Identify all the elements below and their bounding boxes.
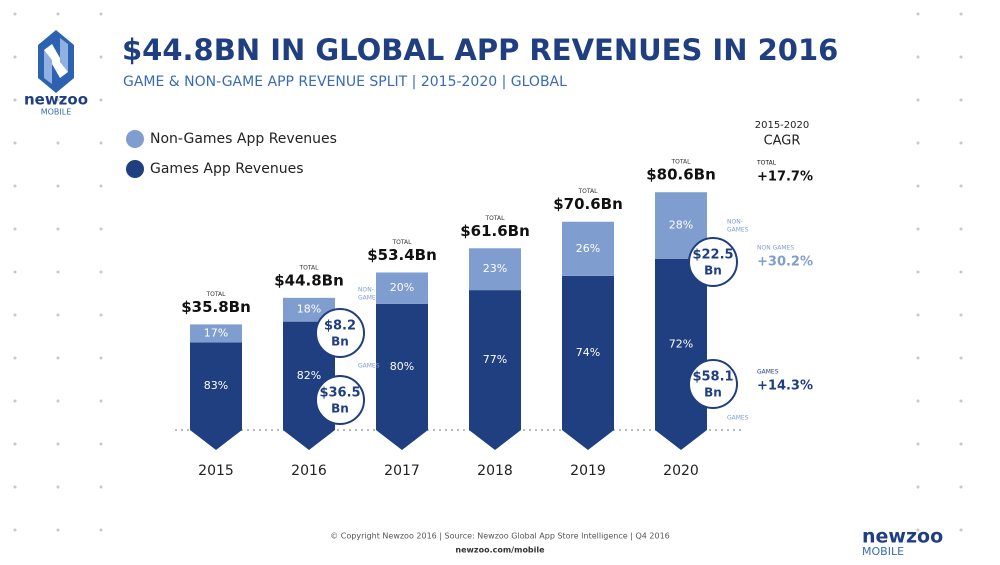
total-caption: TOTAL (205, 291, 226, 298)
total-label: $70.6Bn (553, 195, 623, 213)
x-tick-label: 2019 (570, 463, 606, 479)
legend-swatch (126, 130, 144, 148)
total-caption: TOTAL (484, 215, 505, 222)
value-label: 77% (483, 353, 507, 366)
cagr-value: +14.3% (757, 379, 813, 394)
subtitle: GAME & NON-GAME APP REVENUE SPLIT | 2015… (123, 74, 567, 90)
value-label: 82% (297, 369, 321, 382)
callout-tag: GAMES (358, 295, 380, 302)
brand-sub: MOBILE (862, 545, 904, 558)
cagr-label: NON GAMES (757, 245, 794, 252)
total-label: $35.8Bn (181, 298, 251, 316)
callout-tag: GAMES (727, 415, 749, 422)
callout-circle (688, 359, 738, 409)
total-label: $61.6Bn (460, 222, 530, 240)
total-caption: TOTAL (391, 239, 412, 246)
callout-circle (315, 308, 365, 358)
total-caption: TOTAL (577, 188, 598, 195)
callout-unit: Bn (704, 386, 722, 400)
logo-mark (38, 30, 74, 93)
legend-label: Games App Revenues (150, 161, 304, 177)
dot-pattern (895, 0, 1000, 565)
non-games-bar (469, 248, 521, 291)
cagr-title: 2015-2020 (755, 120, 810, 131)
value-label: 83% (204, 379, 228, 392)
callout-unit: Bn (331, 335, 349, 349)
total-label: $44.8Bn (274, 271, 344, 289)
brand: newzoo (862, 526, 943, 548)
total-label: $53.4Bn (367, 246, 437, 264)
callout-unit: Bn (331, 402, 349, 416)
legend-swatch (126, 160, 144, 178)
non-games-bar (376, 272, 428, 304)
legend-label: Non-Games App Revenues (150, 131, 337, 147)
games-bar (283, 321, 335, 450)
games-bar (376, 303, 428, 450)
total-label: $80.6Bn (646, 166, 716, 184)
logo-name: newzoo (24, 91, 88, 109)
title: $44.8BN IN GLOBAL APP REVENUES IN 2016 (122, 33, 838, 67)
dot-pattern (0, 0, 105, 565)
value-label: 80% (390, 360, 414, 373)
games-bar (655, 258, 707, 450)
callout-unit: Bn (704, 264, 722, 278)
x-tick-label: 2017 (384, 463, 420, 479)
total-caption: TOTAL (298, 264, 319, 271)
total-caption: TOTAL (670, 159, 691, 166)
callout-value: $36.5 (319, 386, 360, 401)
cagr-value: +17.7% (757, 170, 813, 185)
value-label: 26% (576, 242, 600, 255)
games-bar (469, 290, 521, 450)
callout-circle (688, 237, 738, 287)
non-games-bar (562, 221, 614, 276)
callout-tag: NON- (358, 287, 374, 294)
games-bar (562, 275, 614, 450)
value-label: 72% (669, 337, 693, 350)
cagr-label: GAMES (757, 369, 779, 376)
non-games-bar (190, 324, 242, 343)
callout-value: $22.5 (692, 248, 733, 263)
games-bar (190, 342, 242, 450)
callout-tag: NON- (727, 219, 743, 226)
value-label: 23% (483, 262, 507, 275)
url: newzoo.com/mobile (455, 546, 545, 555)
copyright: © Copyright Newzoo 2016 | Source: Newzoo… (330, 532, 670, 541)
value-label: 20% (390, 281, 414, 294)
callout-tag: GAMES (358, 363, 380, 370)
logo-sub: MOBILE (41, 108, 72, 117)
callout-value: $58.1 (692, 370, 733, 385)
value-label: 28% (669, 219, 693, 232)
x-tick-label: 2015 (198, 463, 234, 479)
callout-value: $8.2 (324, 319, 356, 334)
x-tick-label: 2018 (477, 463, 513, 479)
x-tick-label: 2016 (291, 463, 327, 479)
cagr-title: CAGR (764, 134, 801, 149)
value-label: 74% (576, 346, 600, 359)
x-tick-label: 2020 (663, 463, 699, 479)
value-label: 17% (204, 326, 228, 339)
callout-circle (315, 375, 365, 425)
cagr-label: TOTAL (756, 160, 777, 167)
cagr-value: +30.2% (757, 255, 813, 270)
value-label: 18% (297, 303, 321, 316)
callout-tag: GAMES (727, 227, 749, 234)
